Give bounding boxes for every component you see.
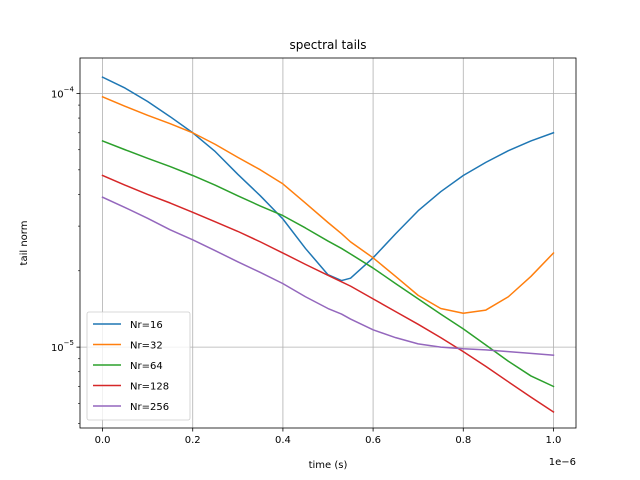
y-tick-label: 10−4 — [51, 85, 75, 100]
series-line-nr-64 — [101, 139, 555, 388]
y-axis-label: tail norm — [19, 221, 30, 266]
x-tick-label: 0.6 — [365, 435, 381, 446]
legend-label-nr-256: Nr=256 — [130, 402, 169, 413]
legend-label-nr-32: Nr=32 — [130, 341, 163, 352]
legend-label-nr-64: Nr=64 — [130, 361, 163, 372]
x-tick-label: 0.2 — [185, 435, 201, 446]
legend-box — [86, 311, 191, 421]
chart-title: spectral tails — [290, 38, 367, 52]
x-tick-label: 1.0 — [546, 435, 562, 446]
legend-label-nr-128: Nr=128 — [130, 382, 169, 393]
series-line-nr-256 — [101, 196, 555, 356]
x-axis: 0.0 0.2 0.4 0.6 0.8 1.0 — [95, 428, 562, 446]
legend-label-nr-16: Nr=16 — [130, 320, 163, 331]
x-axis-label: time (s) — [309, 460, 348, 471]
series-layer — [101, 76, 555, 414]
series-line-nr-128 — [101, 174, 555, 414]
series-line-nr-16 — [101, 76, 555, 282]
x-tick-label: 0.8 — [455, 435, 471, 446]
x-tick-label: 0.0 — [95, 435, 111, 446]
y-tick-label: 10−5 — [51, 339, 74, 354]
plot-frame — [79, 57, 577, 429]
x-tick-label: 0.4 — [275, 435, 291, 446]
y-axis: 10−4 10−5 — [51, 85, 80, 424]
series-line-nr-32 — [101, 95, 555, 315]
x-offset-text: 1e−6 — [549, 457, 576, 468]
legend: Nr=16 Nr=32 Nr=64 Nr=128 Nr=256 — [86, 311, 191, 421]
